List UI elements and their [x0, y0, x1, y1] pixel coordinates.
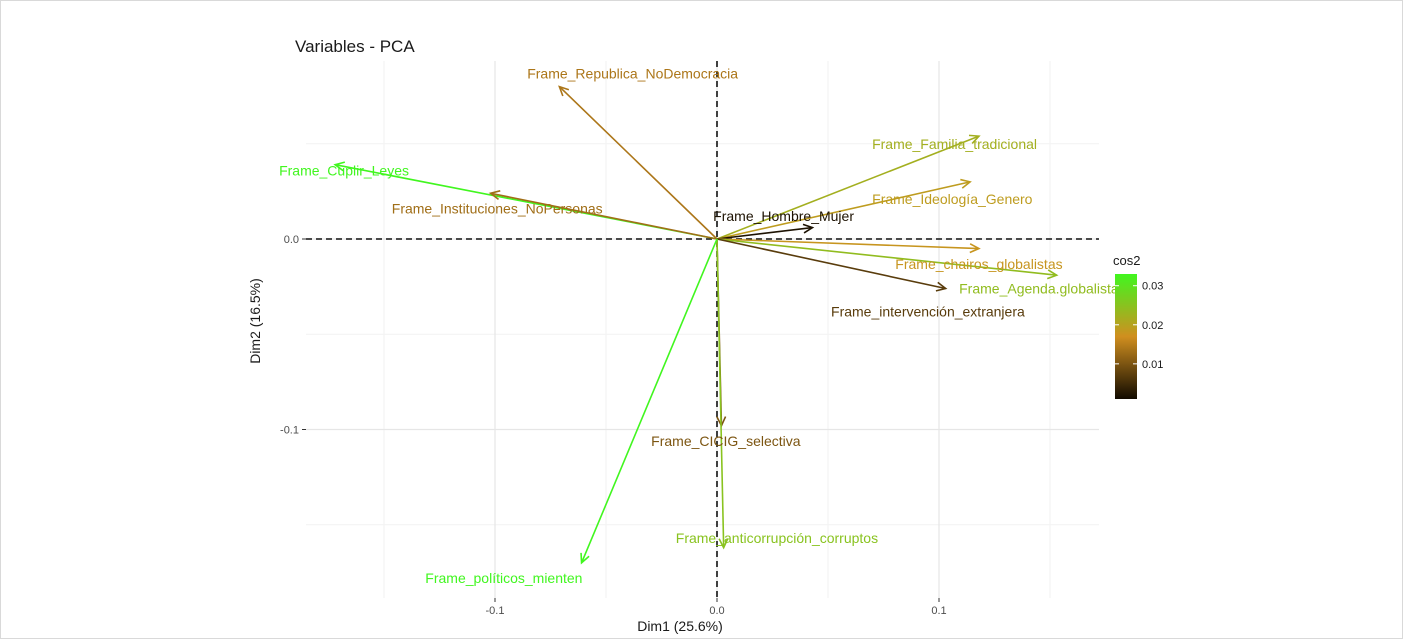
legend-colorbar	[1115, 274, 1137, 399]
x-tick-label: 0.0	[709, 605, 724, 617]
variable-labels: Frame_Republica_NoDemocracia Frame_Famili…	[279, 65, 1119, 586]
legend-tick-label: 0.01	[1142, 359, 1163, 371]
arrow-shaft	[580, 238, 718, 564]
arrow-shaft	[716, 238, 1057, 276]
arrow-head	[935, 281, 948, 292]
arrow-shaft	[716, 238, 979, 250]
label-frame-cuplir-leyes: Frame_Cuplir_Leyes	[279, 162, 409, 178]
cos2-legend: cos2 0.01 0.02 0.03	[1113, 253, 1163, 399]
arrow-frame-intervencion-extranjera	[716, 238, 948, 292]
x-axis-title: Dim1 (25.6%)	[637, 618, 723, 634]
arrow-head	[802, 223, 815, 234]
chart-title: Variables - PCA	[295, 37, 415, 56]
arrow-head	[960, 178, 972, 189]
arrow-shaft	[716, 135, 980, 240]
arrow-head	[969, 243, 981, 254]
axis-ticks: -0.1 0.0 0.1 0.0 -0.1	[280, 234, 947, 617]
arrow-shaft	[490, 192, 718, 240]
arrow-head	[580, 552, 590, 565]
label-frame-intervencion-extranjera: Frame_intervención_extranjera	[831, 303, 1025, 319]
arrow-shaft	[716, 226, 813, 240]
arrow-shaft	[716, 238, 725, 548]
arrow-frame-agenda-globalista	[716, 238, 1059, 280]
arrow-head	[333, 161, 346, 172]
arrow-frame-chairos-globalistas	[716, 238, 981, 254]
legend-title: cos2	[1113, 253, 1140, 268]
arrow-frame-politicos-mienten	[580, 238, 718, 565]
x-tick-label: 0.1	[931, 605, 946, 617]
arrow-shaft	[716, 181, 971, 240]
legend-ticks: 0.01 0.02 0.03	[1115, 281, 1163, 371]
y-tick-label: 0.0	[284, 234, 299, 246]
reference-lines	[306, 61, 1099, 598]
label-frame-chairos-globalistas: Frame_chairos_globalistas	[895, 256, 1062, 272]
label-frame-instituciones-nopersonas: Frame_Instituciones_NoPersonas	[392, 201, 603, 217]
legend-tick-label: 0.03	[1142, 281, 1163, 293]
label-frame-familia-tradicional: Frame_Familia_tradicional	[872, 136, 1037, 152]
arrow-head	[488, 190, 501, 200]
arrow-head	[718, 538, 729, 550]
label-frame-ideologia-genero: Frame_Ideología_Genero	[872, 191, 1033, 207]
label-frame-cicig-selectiva: Frame_CICIG_selectiva	[651, 433, 801, 449]
variable-arrows	[333, 85, 1059, 565]
label-frame-hombre-mujer: Frame_Hombre_Mujer	[713, 208, 854, 224]
label-frame-anticorrupcion-corruptos: Frame_anticorrupción_corruptos	[676, 530, 878, 546]
arrow-frame-familia-tradicional	[716, 134, 981, 240]
arrow-frame-ideologia-genero	[716, 178, 972, 240]
x-tick-label: -0.1	[486, 605, 505, 617]
arrow-frame-republica-nodemocracia	[558, 85, 718, 240]
arrow-head	[1046, 269, 1059, 280]
label-frame-politicos-mienten: Frame_políticos_mienten	[425, 570, 582, 586]
arrow-head	[968, 134, 981, 145]
arrow-frame-instituciones-nopersonas	[488, 190, 718, 240]
arrow-shaft	[716, 238, 946, 290]
y-tick-label: -0.1	[280, 425, 299, 437]
arrow-shaft	[558, 86, 718, 240]
legend-tick-label: 0.02	[1142, 320, 1163, 332]
y-axis-title: Dim2 (16.5%)	[247, 278, 263, 364]
arrow-frame-hombre-mujer	[716, 223, 815, 240]
arrow-frame-anticorrupcion-corruptos	[716, 238, 729, 550]
arrow-head	[558, 85, 570, 97]
label-frame-agenda-globalista: Frame_Agenda.globalista	[959, 281, 1119, 297]
label-frame-republica-nodemocracia: Frame_Republica_NoDemocracia	[527, 65, 738, 81]
